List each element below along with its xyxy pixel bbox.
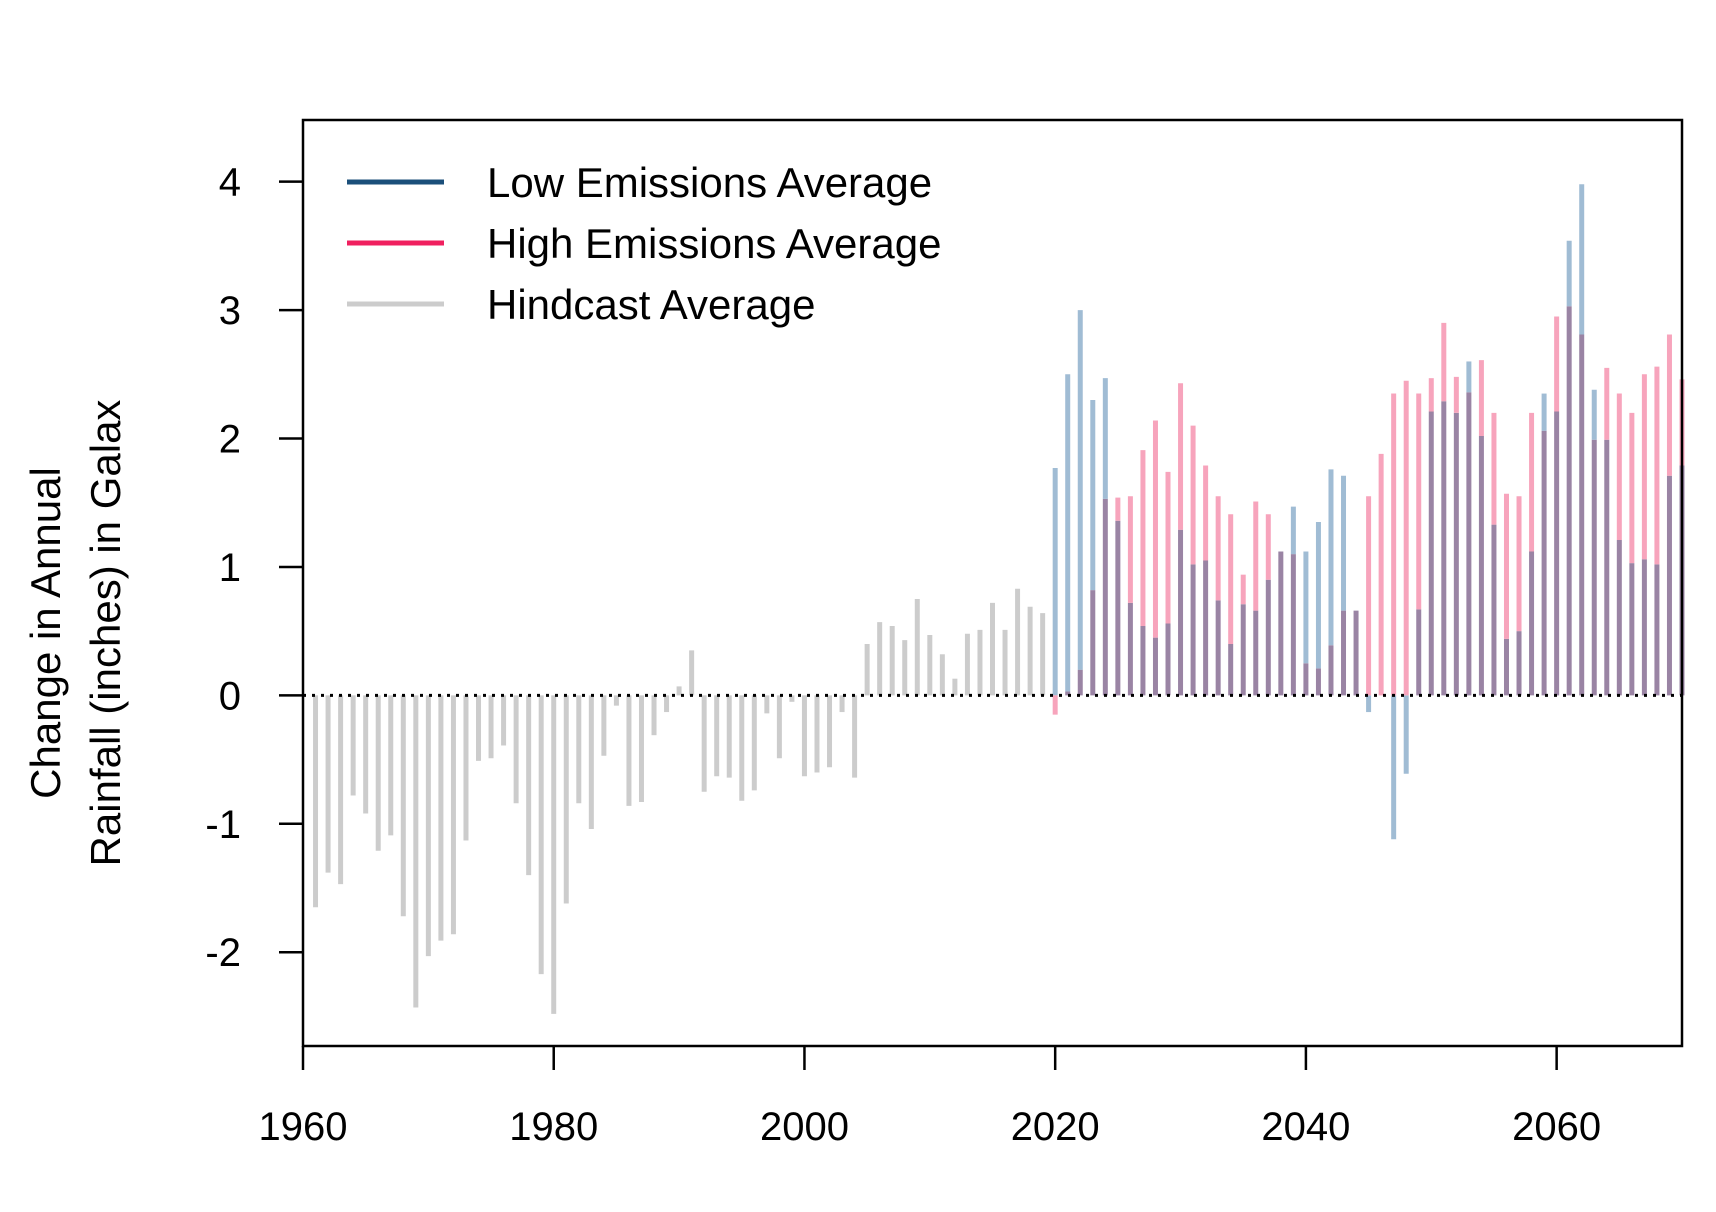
legend-label: Low Emissions Average bbox=[487, 159, 932, 206]
legend-label: High Emissions Average bbox=[487, 220, 941, 267]
y-tick-label: 4 bbox=[219, 161, 241, 205]
y-axis-title-line: Change in Annual bbox=[22, 467, 69, 799]
y-axis: -2 -1 0 1 2 3 4 bbox=[205, 161, 303, 975]
y-axis-title-line: Rainfall (inches) in Galax bbox=[82, 400, 129, 867]
legend-label: Hindcast Average bbox=[487, 281, 815, 328]
x-tick-label: 2020 bbox=[1011, 1105, 1100, 1149]
x-axis: 1960 1980 2000 2020 2040 2060 bbox=[259, 1046, 1601, 1149]
y-tick-label: 0 bbox=[219, 674, 241, 718]
plot-frame bbox=[301, 118, 1684, 1048]
legend: Low Emissions Average High Emissions Aver… bbox=[347, 159, 941, 328]
x-tick-label: 1980 bbox=[509, 1105, 598, 1149]
y-tick-label: 2 bbox=[219, 418, 241, 462]
bars-layer bbox=[313, 184, 1685, 1014]
y-tick-label: -2 bbox=[205, 931, 241, 975]
x-tick-label: 2060 bbox=[1512, 1105, 1601, 1149]
x-tick-label: 2000 bbox=[760, 1105, 849, 1149]
x-tick-label: 2040 bbox=[1261, 1105, 1350, 1149]
y-tick-label: 1 bbox=[219, 546, 241, 590]
y-tick-label: 3 bbox=[219, 289, 241, 333]
y-axis-title: Change in Annual Rainfall (inches) in Gal… bbox=[22, 400, 129, 867]
y-tick-label: -1 bbox=[205, 803, 241, 847]
x-tick-label: 1960 bbox=[259, 1105, 348, 1149]
